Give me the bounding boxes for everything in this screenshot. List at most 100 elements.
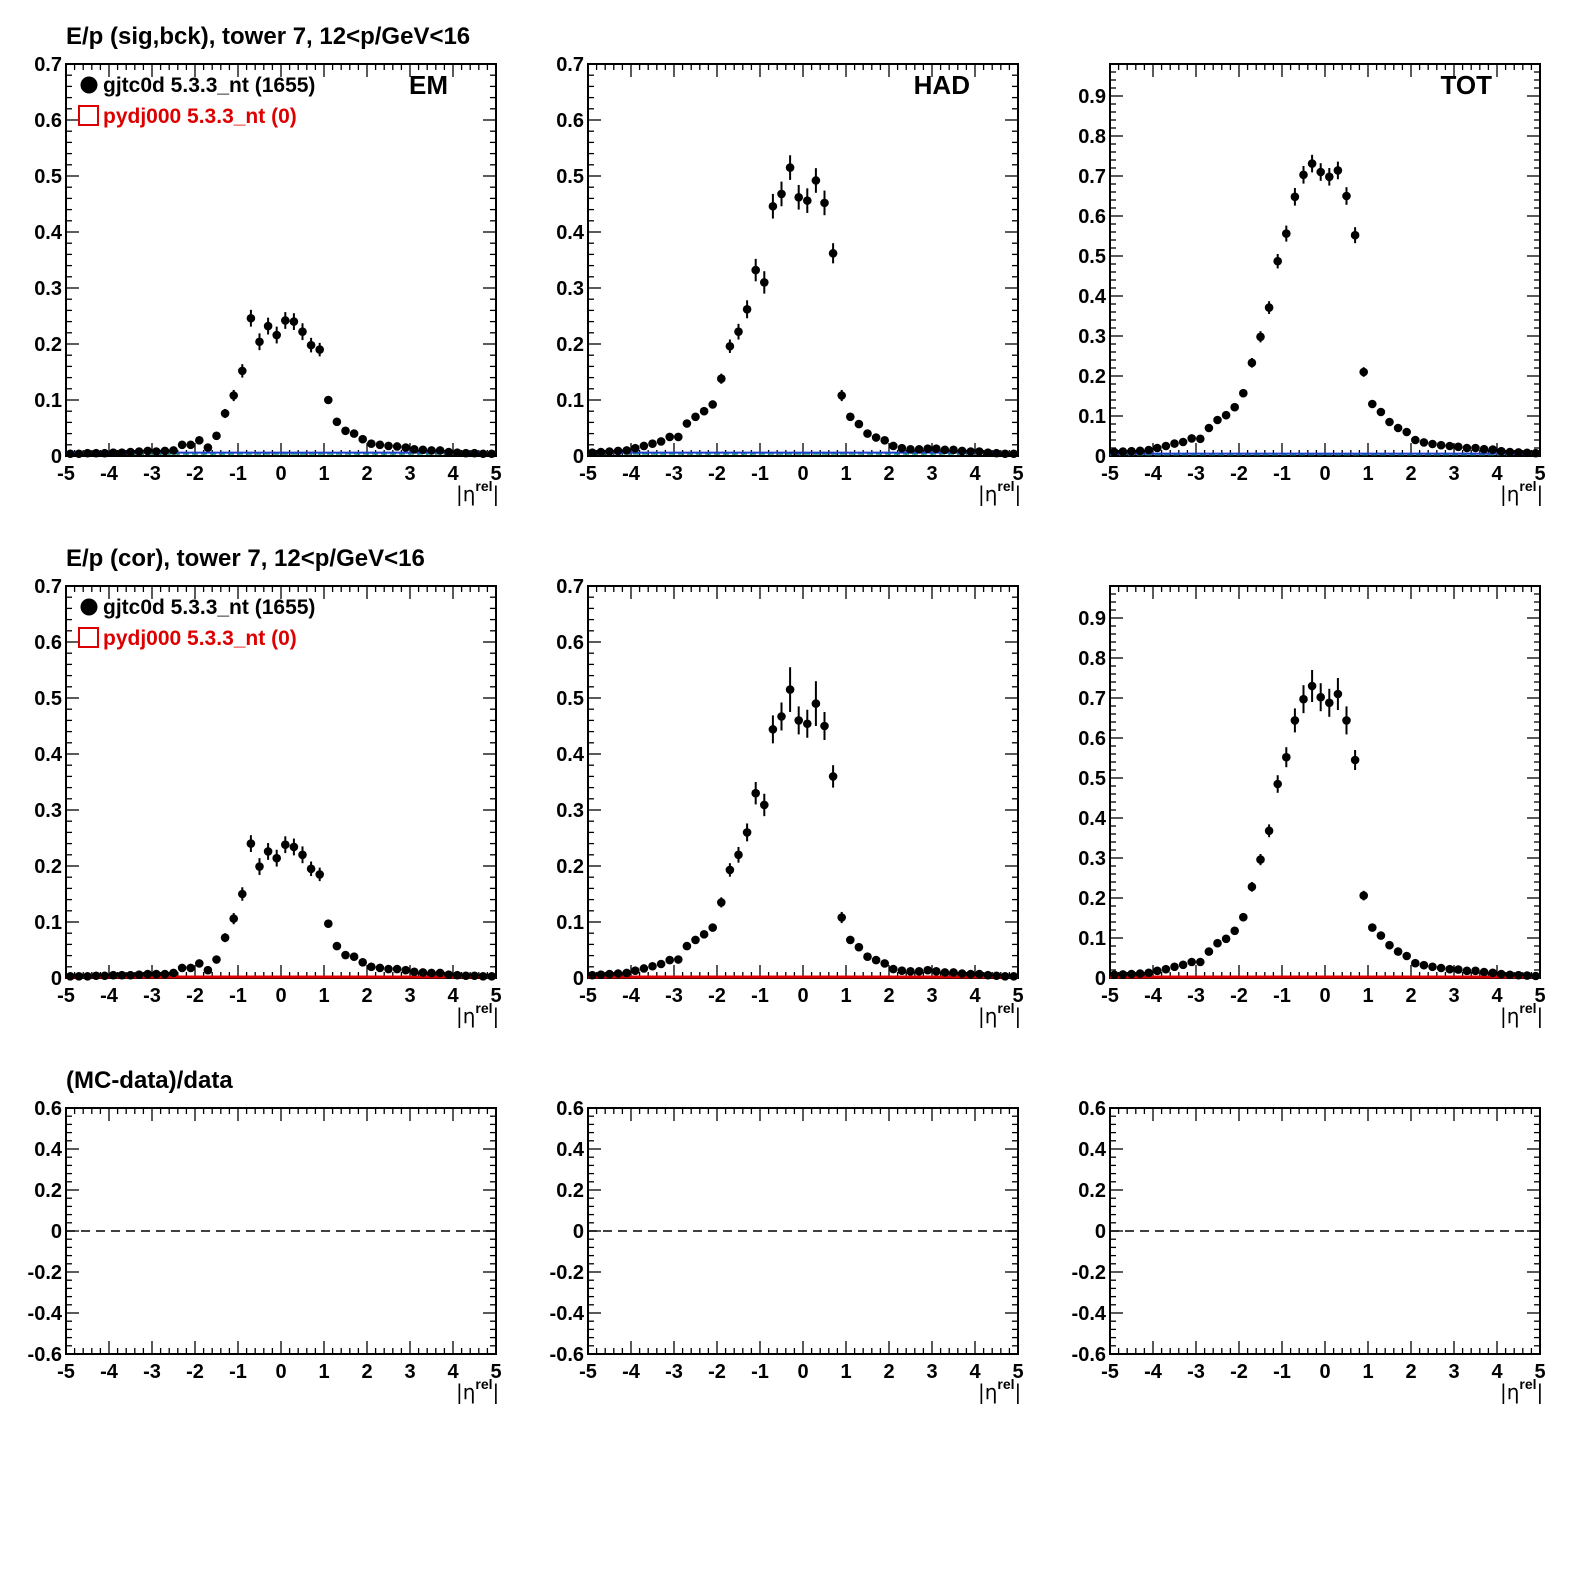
data-point xyxy=(648,439,657,448)
data-point xyxy=(717,898,726,907)
data-point xyxy=(134,447,144,456)
x-tick-label: -3 xyxy=(143,1361,161,1383)
data-point xyxy=(725,341,735,351)
data-point xyxy=(1110,970,1119,980)
data-point xyxy=(932,444,941,454)
data-point xyxy=(298,850,307,860)
y-tick-label: 0.2 xyxy=(34,334,62,356)
x-tick-label: 4 xyxy=(969,463,981,485)
data-point xyxy=(418,445,428,455)
data-point xyxy=(837,913,846,922)
x-tick-label: -4 xyxy=(622,985,641,1007)
data-point xyxy=(263,321,273,331)
data-point xyxy=(846,935,855,945)
y-tick-label: 0.4 xyxy=(34,222,63,244)
y-tick-label: 0.2 xyxy=(1078,366,1106,388)
open-square-icon xyxy=(78,627,99,648)
x-tick-label: 3 xyxy=(404,985,415,1007)
x-axis-title-main: |η xyxy=(978,1380,997,1404)
data-point xyxy=(263,847,273,856)
x-tick-label: -4 xyxy=(100,1361,119,1383)
data-point xyxy=(1264,303,1274,312)
data-point xyxy=(478,449,488,459)
x-axis-title-sup: rel xyxy=(475,1376,492,1392)
data-point xyxy=(289,317,299,326)
data-point xyxy=(1445,964,1454,974)
y-tick-label: 0 xyxy=(51,1221,62,1243)
data-point xyxy=(846,412,855,422)
y-tick-label: -0.4 xyxy=(1072,1303,1107,1325)
data-point xyxy=(803,719,812,729)
data-point xyxy=(83,448,92,458)
y-tick-label: 0.9 xyxy=(1078,86,1106,108)
data-point xyxy=(281,840,290,850)
x-tick-label: -5 xyxy=(579,463,597,485)
data-point xyxy=(742,828,752,837)
data-point xyxy=(725,865,735,875)
corner-label: EM xyxy=(409,70,448,100)
data-point xyxy=(828,248,838,258)
x-tick-label: 1 xyxy=(840,1361,851,1383)
data-point xyxy=(427,446,436,455)
data-point xyxy=(588,970,597,980)
x-tick-label: 1 xyxy=(318,463,329,485)
x-tick-label: 0 xyxy=(275,463,286,485)
data-point xyxy=(169,446,178,455)
y-tick-label: 0.5 xyxy=(1078,246,1106,268)
data-point xyxy=(863,952,872,962)
data-point xyxy=(785,163,795,172)
data-point xyxy=(1299,170,1308,180)
data-point xyxy=(1273,779,1282,789)
data-point xyxy=(169,968,178,978)
data-point xyxy=(1247,882,1257,892)
x-tick-label: -2 xyxy=(186,463,204,485)
data-point xyxy=(1505,447,1515,457)
data-point xyxy=(401,443,411,452)
y-tick-label: 0.2 xyxy=(1078,888,1106,910)
data-point xyxy=(751,788,760,798)
data-point xyxy=(1514,970,1523,980)
y-tick-label: 0.7 xyxy=(34,54,62,76)
x-tick-label: 1 xyxy=(1362,463,1373,485)
y-tick-label: 0.4 xyxy=(556,222,585,244)
plot-panel: -5 -4 -3 -2 -1 0 1 2 3 4 5 0 0.1 0.2 0.3 0.4 0.5 0.6 0.7 0.… xyxy=(1078,585,1546,1028)
data-point xyxy=(1290,192,1300,202)
y-tick-label: 0.8 xyxy=(1078,126,1106,148)
y-tick-label: 0.4 xyxy=(556,744,585,766)
data-point xyxy=(863,429,872,438)
data-point xyxy=(1316,692,1325,702)
data-point xyxy=(272,330,282,340)
data-point xyxy=(897,443,907,453)
x-axis-title-main: |η xyxy=(978,1004,997,1028)
x-axis-title-sup: rel xyxy=(475,1000,492,1016)
data-point xyxy=(461,971,471,981)
data-point xyxy=(1471,966,1480,976)
x-tick-label: -4 xyxy=(1144,1361,1163,1383)
x-tick-label: -1 xyxy=(229,1361,247,1383)
data-point xyxy=(298,327,307,336)
data-point xyxy=(1368,399,1377,409)
x-tick-label: 2 xyxy=(1405,463,1416,485)
data-point xyxy=(906,444,915,454)
y-tick-label: -0.2 xyxy=(28,1262,62,1284)
x-tick-label: -2 xyxy=(1230,985,1248,1007)
data-point xyxy=(1118,970,1128,979)
data-point xyxy=(1230,402,1239,412)
data-point xyxy=(1239,912,1248,922)
x-tick-label: 5 xyxy=(1012,463,1023,485)
corner-label: TOT xyxy=(1440,70,1492,100)
plot-panel: -5 -4 -3 -2 -1 0 1 2 3 4 5 -0.6 -0.4 -0.2 0 0.2 0.4 0.6 |η… xyxy=(550,1098,1024,1404)
x-tick-label: -2 xyxy=(186,1361,204,1383)
data-point xyxy=(143,446,152,456)
data-point xyxy=(220,409,230,418)
data-point xyxy=(1325,698,1334,708)
x-tick-label: 5 xyxy=(1534,463,1545,485)
data-point xyxy=(785,685,795,694)
y-tick-label: 0.2 xyxy=(1078,1180,1106,1202)
data-point xyxy=(1000,972,1010,981)
data-point xyxy=(1273,256,1282,266)
x-axis-title-main: |η xyxy=(1500,482,1519,506)
data-point xyxy=(1436,440,1446,450)
x-tick-label: 5 xyxy=(490,1361,501,1383)
x-tick-label: 2 xyxy=(1405,1361,1416,1383)
